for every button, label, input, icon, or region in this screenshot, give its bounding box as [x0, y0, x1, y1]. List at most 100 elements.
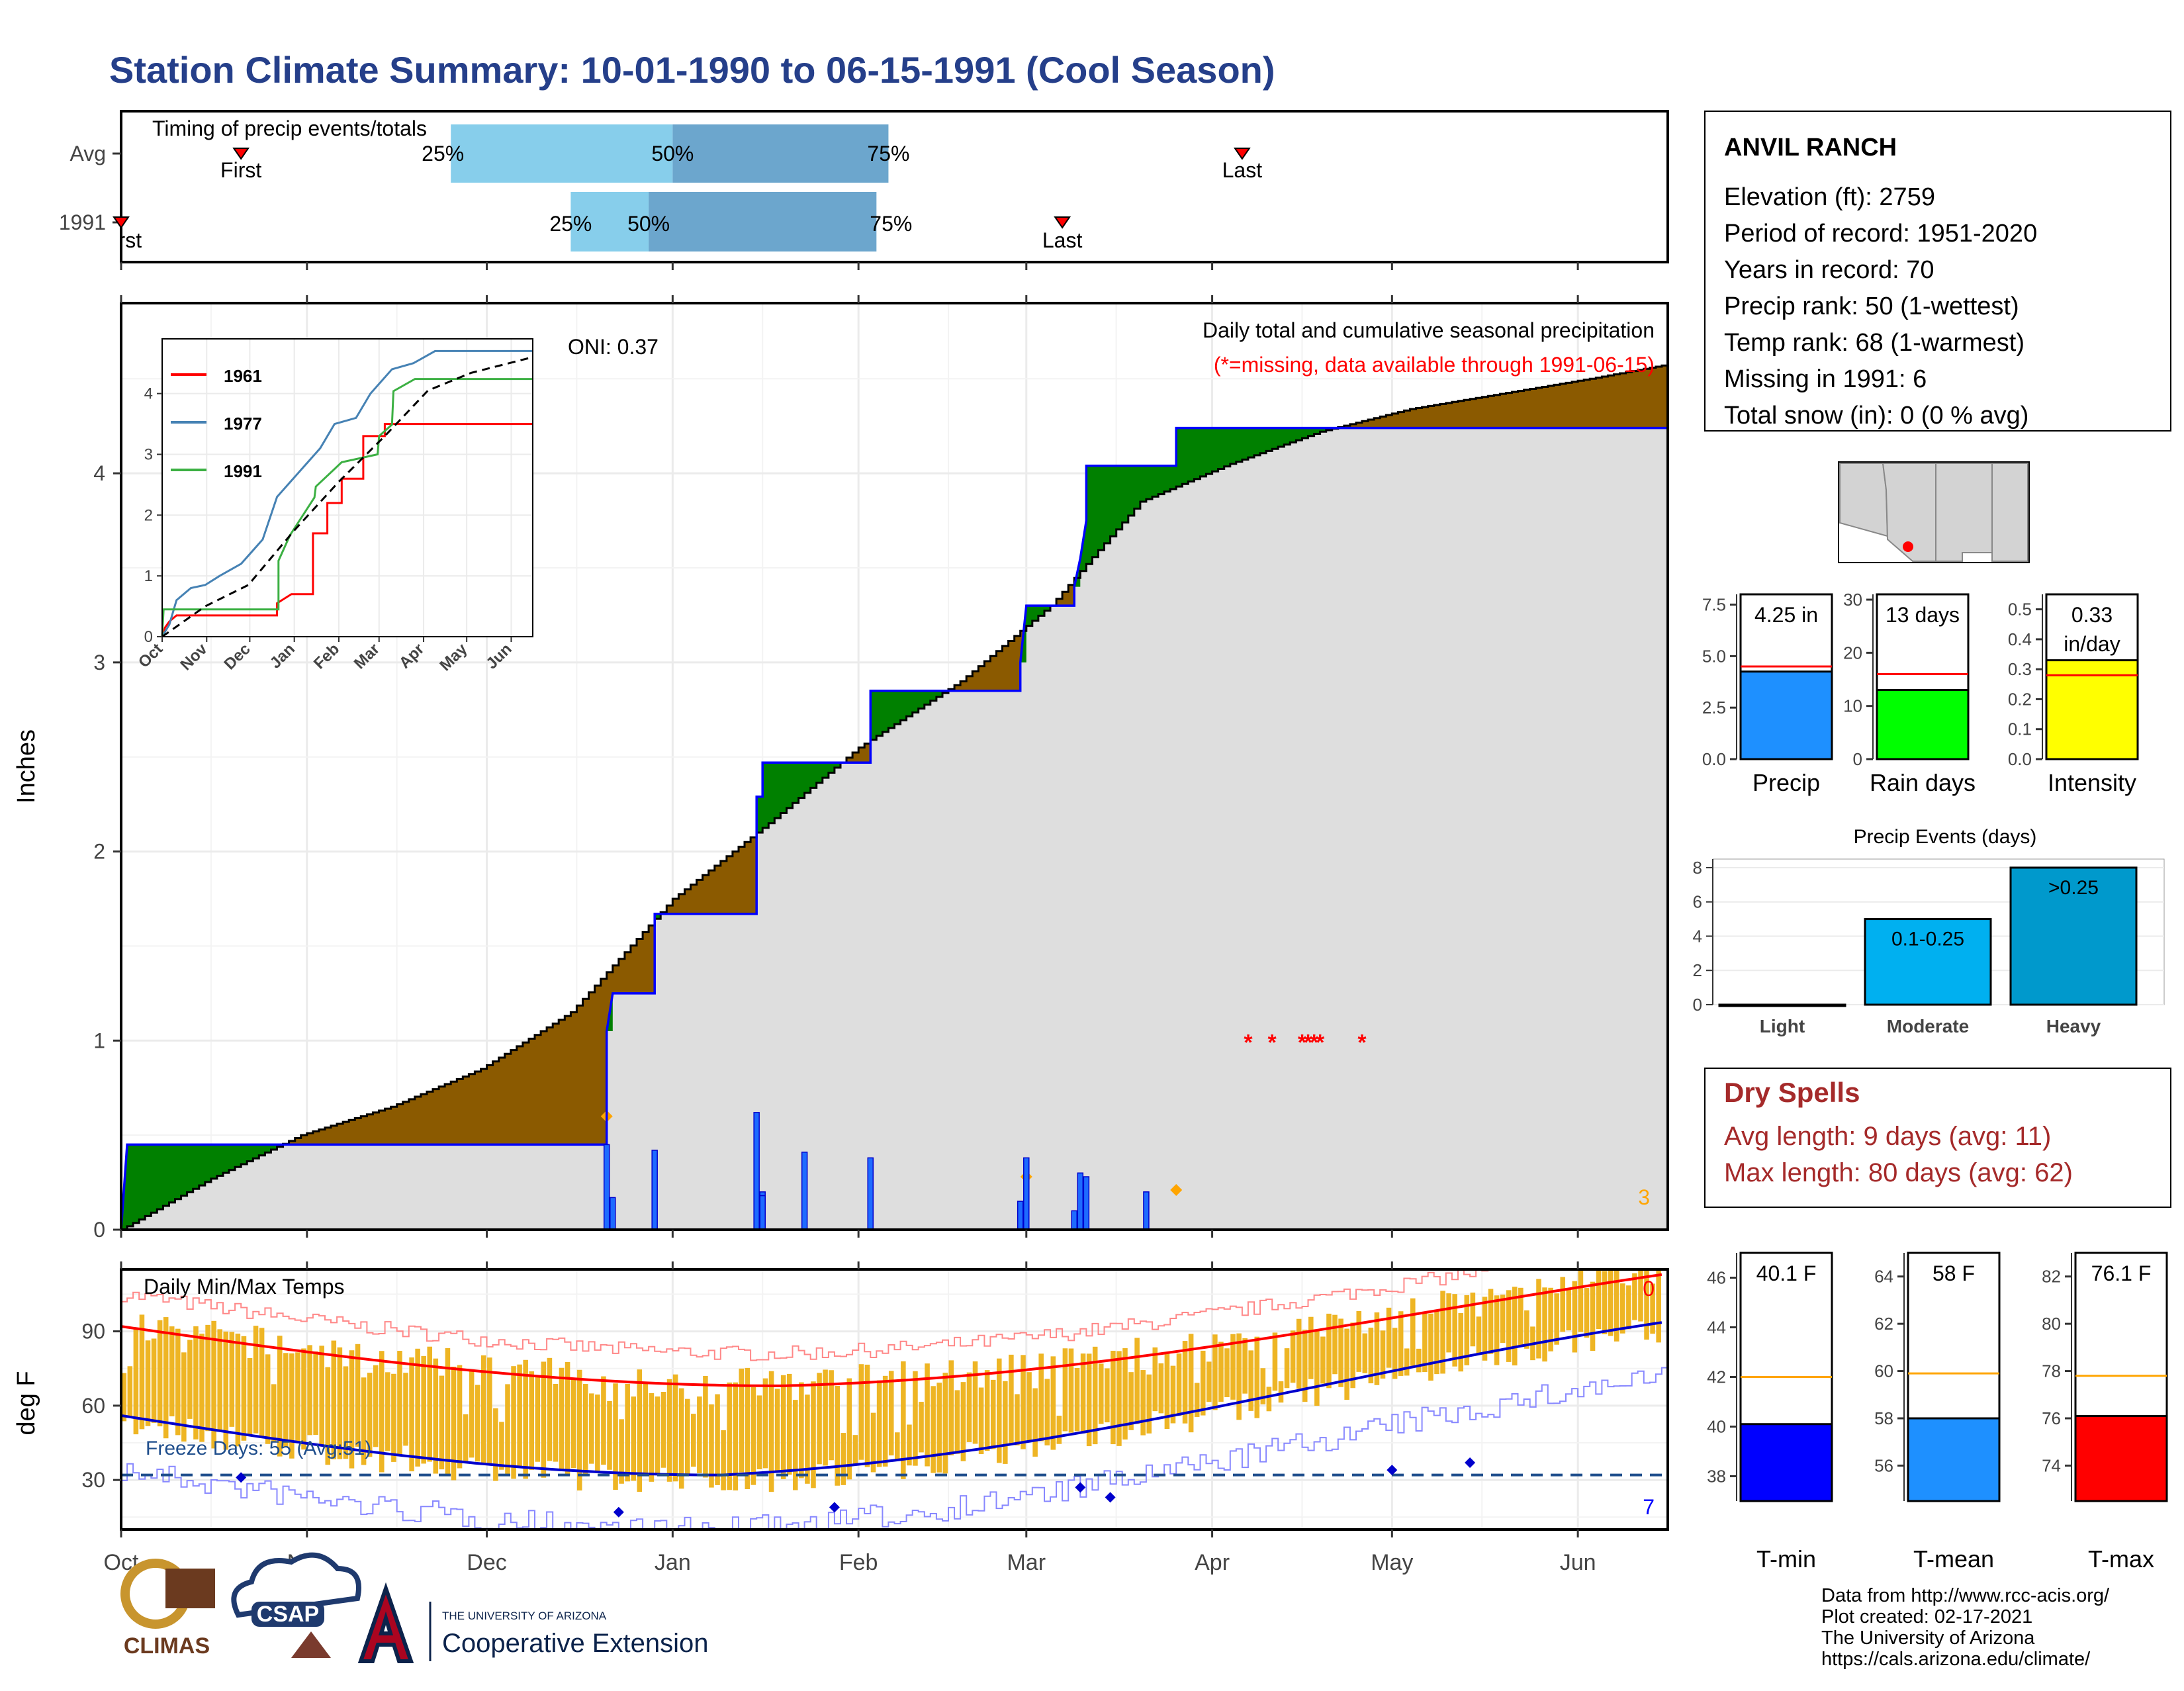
daily-temp-bar — [1572, 1281, 1578, 1353]
cumulative-avg-line — [121, 364, 1668, 1230]
daily-temp-bar — [289, 1353, 295, 1459]
avg-max-line — [121, 1273, 1662, 1387]
record-low-marker — [829, 1502, 840, 1513]
y1991-p50-label: 50% — [627, 212, 670, 236]
logos: CLIMAS CSAP THE UNIVERSITY OF ARIZONA Co… — [120, 1552, 708, 1663]
legend-label-1977: 1977 — [224, 414, 262, 434]
daily-temp-bar — [367, 1373, 373, 1457]
daily-temp-bar — [1314, 1331, 1320, 1406]
daily-temp-bar — [1446, 1293, 1451, 1353]
daily-temp-bar — [1170, 1365, 1176, 1424]
daily-temp-bar — [660, 1391, 666, 1468]
precip-frame — [120, 302, 1669, 1231]
daily-temp-bar — [253, 1326, 259, 1434]
daily-temp-bar — [697, 1396, 702, 1473]
events-ytick-label: 6 — [1693, 892, 1702, 912]
ua-logo-mark — [357, 1582, 414, 1663]
oni-label: ONI: 0.37 — [568, 335, 659, 359]
daily-precip-bar — [1017, 1201, 1024, 1230]
daily-temp-bar — [990, 1379, 996, 1449]
y1991-first-marker — [113, 216, 130, 229]
small-bar-ytick-label: 0 — [1853, 749, 1862, 769]
events-ytick-label: 0 — [1693, 995, 1702, 1015]
daily-temp-bar — [1056, 1416, 1062, 1444]
events-bar — [1718, 1003, 1846, 1007]
daily-temp-bar — [133, 1328, 139, 1435]
daily-temp-bar — [1548, 1287, 1553, 1351]
locator-map — [1838, 461, 2030, 563]
daily-temp-bar — [1188, 1334, 1194, 1433]
daily-temp-bar — [1230, 1334, 1236, 1400]
y1991-quartile-bar-upper — [649, 192, 877, 251]
daily-temp-bar — [1416, 1348, 1422, 1373]
daily-temp-bar — [1356, 1310, 1362, 1372]
daily-temp-bar — [547, 1357, 553, 1461]
temp-title: Daily Min/Max Temps — [144, 1275, 344, 1299]
daily-temp-bar — [457, 1365, 463, 1469]
daily-temp-bar — [1152, 1347, 1158, 1412]
avg-last-label: Last — [1222, 158, 1263, 182]
missing-marker: * — [1244, 1030, 1253, 1055]
daily-temp-bar — [1098, 1363, 1104, 1424]
daily-temp-bar — [1254, 1336, 1260, 1418]
inset-frame-top — [161, 338, 533, 637]
small-bar-ytick-label: 0.0 — [1702, 749, 1726, 769]
inset-legend: 1961 1977 1991 — [171, 366, 262, 481]
daily-temp-bar — [139, 1314, 145, 1430]
daily-temp-bar — [205, 1324, 210, 1432]
daily-temp-bar — [529, 1371, 535, 1470]
temp-corner-max: 0 — [1643, 1277, 1655, 1301]
daily-temp-bar — [756, 1395, 762, 1469]
precip-title: Daily total and cumulative seasonal prec… — [1203, 318, 1655, 342]
daily-temp-bar — [768, 1371, 774, 1492]
daily-temp-bar — [193, 1326, 199, 1440]
y1991-p75-label: 75% — [870, 212, 912, 236]
cumulative-1991-area — [121, 428, 1668, 1230]
missing-marker: * — [1310, 1030, 1319, 1055]
small-bar-ytick-label: 46 — [1707, 1268, 1726, 1288]
record-low-marker — [1075, 1482, 1086, 1493]
small-bar-caption: T-min — [1756, 1545, 1816, 1573]
cumulative-1991-line — [121, 426, 1668, 1230]
daily-precip-bar — [1023, 1157, 1030, 1230]
daily-precip-bars — [603, 1112, 1150, 1230]
small-bar-ytick-label: 0.1 — [2008, 719, 2032, 739]
daily-temp-bar — [901, 1361, 906, 1479]
daily-temp-bar — [864, 1364, 870, 1467]
daily-temp-bar — [1038, 1353, 1044, 1441]
daily-temp-bar — [829, 1370, 834, 1461]
small-bar-value-label: 4.25 in — [1754, 603, 1818, 627]
daily-temp-bar — [1638, 1269, 1643, 1322]
daily-temp-bar — [1398, 1311, 1404, 1376]
daily-temp-bar — [1488, 1289, 1494, 1354]
daily-temp-bar — [121, 1373, 127, 1422]
month-label: Dec — [467, 1550, 506, 1575]
avg-min-line — [121, 1321, 1662, 1477]
ua-small-text: THE UNIVERSITY OF ARIZONA — [442, 1610, 607, 1622]
daily-temp-bar — [727, 1382, 732, 1490]
daily-temp-bar — [715, 1394, 720, 1485]
credit-line: The University of Arizona — [1821, 1627, 2035, 1649]
record-low-marker — [1105, 1492, 1116, 1503]
daily-precip-bar — [1143, 1191, 1150, 1230]
temp-corner-min: 7 — [1643, 1495, 1655, 1519]
small-bar-value-label: 40.1 F — [1756, 1261, 1817, 1285]
daily-temp-bar — [1554, 1293, 1559, 1345]
events-ytick-label: 4 — [1693, 926, 1702, 946]
daily-temp-bar — [1290, 1330, 1296, 1383]
daily-temp-bar — [1050, 1356, 1056, 1450]
daily-temp-bar — [427, 1346, 433, 1462]
precip-axes: 0 1 2 3 4 — [93, 295, 1579, 1242]
station-line: Total snow (in): 0 (0 % avg) — [1724, 402, 2028, 430]
daily-temp-bar — [157, 1320, 163, 1427]
avg-p75-label: 75% — [867, 142, 909, 165]
daily-temp-bar — [678, 1388, 684, 1489]
daily-temp-bar — [1116, 1351, 1122, 1446]
season-summary-bars: 0.0 2.5 5.0 7.5 4.25 in Precip 0 10 20 30 13 days R… — [1702, 590, 2139, 796]
daily-temp-bar — [835, 1386, 840, 1486]
daily-temp-bar — [1111, 1350, 1116, 1445]
daily-temp-bar — [217, 1329, 222, 1432]
daily-temp-bar — [1368, 1327, 1374, 1384]
temp-ylabel: deg F — [13, 1371, 40, 1435]
daily-temp-bar — [409, 1357, 414, 1472]
